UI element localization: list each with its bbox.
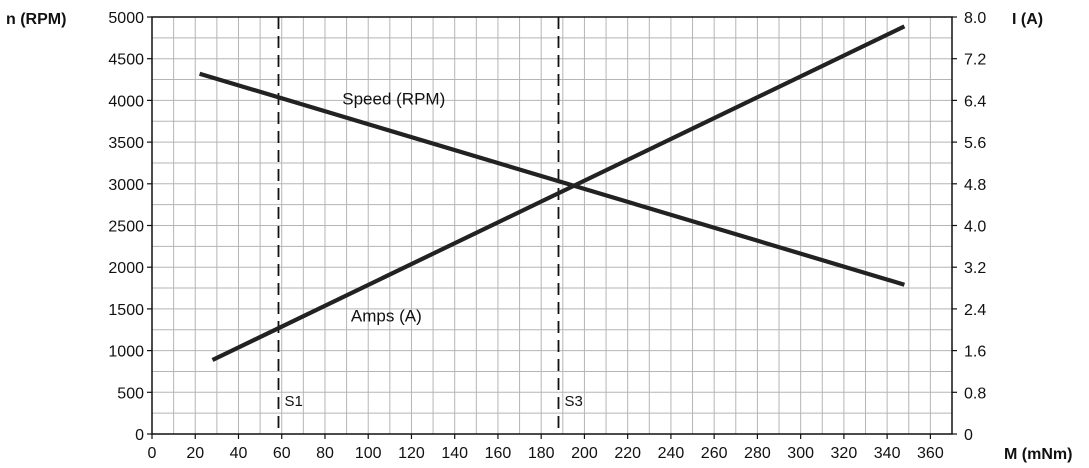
y-left-tick-label: 3000 (108, 177, 144, 194)
y-right-tick-label: 8.0 (964, 10, 986, 27)
x-tick-label: 260 (701, 445, 728, 462)
y-right-axis-title: I (A) (1012, 11, 1043, 28)
y-right-tick-label: 3.2 (964, 260, 986, 277)
y-left-tick-label: 500 (117, 385, 144, 402)
y-left-tick-label: 5000 (108, 10, 144, 27)
y-right-tick-label: 5.6 (964, 135, 986, 152)
x-tick-label: 340 (874, 445, 901, 462)
y-right-tick-label: 6.4 (964, 93, 986, 110)
y-left-tick-label: 4000 (108, 93, 144, 110)
x-tick-label: 120 (398, 445, 425, 462)
speed-series-label: Speed (RPM) (342, 90, 445, 109)
x-tick-label: 280 (744, 445, 771, 462)
y-left-tick-label: 1500 (108, 302, 144, 319)
x-tick-label: 60 (273, 445, 291, 462)
x-tick-label: 100 (355, 445, 382, 462)
x-tick-label: 360 (917, 445, 944, 462)
x-tick-label: 300 (787, 445, 814, 462)
marker-label-s1: S1 (284, 393, 302, 410)
x-tick-label: 140 (441, 445, 468, 462)
x-tick-label: 80 (316, 445, 334, 462)
y-left-tick-label: 2500 (108, 219, 144, 236)
y-left-axis-title: n (RPM) (6, 11, 66, 28)
x-tick-label: 180 (528, 445, 555, 462)
marker-label-s3: S3 (564, 393, 582, 410)
marker-lines: S1 S3 (277, 17, 583, 434)
y-right-tick-label: 0.8 (964, 385, 986, 402)
grid (152, 17, 952, 434)
x-tick-label: 160 (485, 445, 512, 462)
amps-series-line (211, 24, 906, 362)
annotations: Speed (RPM) Amps (A) (342, 90, 445, 326)
y-left-tick-label: 2000 (108, 260, 144, 277)
x-tick-label: 20 (186, 445, 204, 462)
x-tick-label: 320 (831, 445, 858, 462)
y-right-tick-label: 2.4 (964, 302, 986, 319)
amps-series-label: Amps (A) (351, 306, 422, 325)
y-left-tick-label: 3500 (108, 135, 144, 152)
y-right-tick-label: 4.0 (964, 219, 986, 236)
y-right-tick-label: 7.2 (964, 52, 986, 69)
x-tick-label: 40 (230, 445, 248, 462)
y-left-tick-label: 4500 (108, 52, 144, 69)
y-right-tick-label: 1.6 (964, 344, 986, 361)
y-right-tick-label: 4.8 (964, 177, 986, 194)
x-tick-label: 220 (614, 445, 641, 462)
y-right-tick-label: 0 (964, 427, 973, 444)
y-left-tick-label: 1000 (108, 344, 144, 361)
series-lines (198, 24, 906, 362)
x-axis-title: M (mNm) (1004, 446, 1072, 463)
x-tick-label: 240 (658, 445, 685, 462)
speed-series-line (198, 71, 906, 287)
x-tick-label: 0 (148, 445, 157, 462)
axis-ticks: 0 20 40 60 80 100 120 140 160 180 200 220 240 260 280 3… (108, 10, 986, 462)
y-left-tick-label: 0 (135, 427, 144, 444)
x-tick-label: 200 (571, 445, 598, 462)
